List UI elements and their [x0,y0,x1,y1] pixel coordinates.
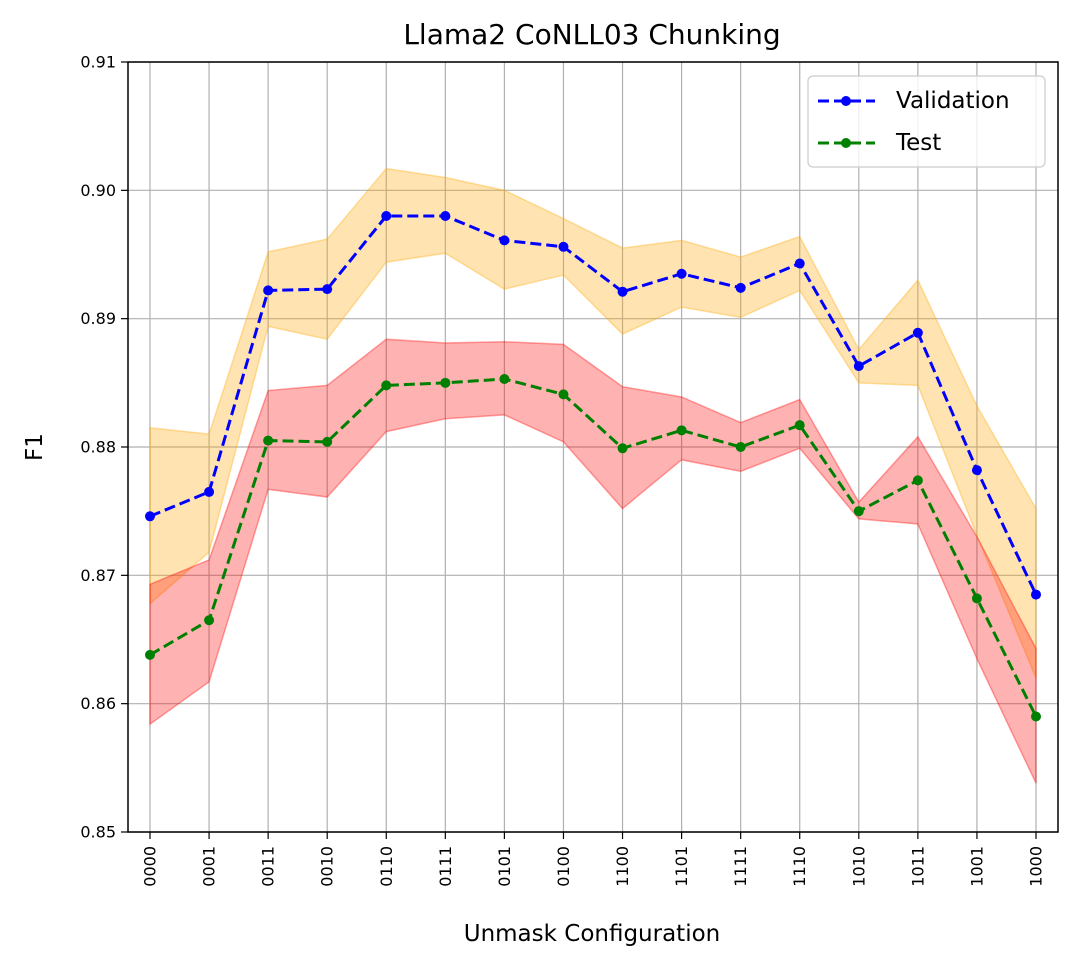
point-test-0000 [145,649,155,660]
x-tick-label: 1000 [1027,846,1046,887]
point-test-0110 [381,380,392,391]
legend-marker-validation [841,96,851,106]
legend-label-validation: Validation [896,88,1010,114]
x-tick-label: 0011 [259,846,278,887]
x-tick-label: 0010 [318,846,337,887]
point-test-0101 [499,373,510,384]
point-validation-1010 [853,361,864,372]
point-test-1101 [676,425,687,436]
point-validation-0101 [499,235,510,246]
point-test-1001 [971,593,982,604]
point-test-1011 [912,475,923,486]
point-validation-1111 [735,282,746,293]
point-validation-0100 [558,241,569,252]
legend-label-test: Test [895,130,941,156]
x-axis-ticks: 0000 0001 0011 0010 0110 0111 0101 0100 1100 1101… [141,832,1046,887]
point-test-1111 [735,442,746,452]
y-axis-ticks: 0.85 0.86 0.87 0.88 0.89 0.90 0.91 [80,53,128,842]
point-test-1110 [794,420,805,431]
series-line-validation [149,214,1038,596]
y-axis-label: F1 [22,433,48,461]
point-validation-0110 [381,211,392,221]
confidence-bands [149,167,1037,784]
x-tick-label: 0110 [377,846,396,887]
y-tick-label: 0.86 [80,694,116,713]
y-tick-label: 0.87 [80,566,116,585]
x-tick-label: 0100 [554,846,573,887]
point-validation-1110 [794,258,805,269]
band-validation [149,167,1037,679]
x-tick-label: 0101 [495,846,514,887]
point-validation-0111 [440,211,451,221]
point-test-0100 [558,389,569,400]
x-tick-label: 0001 [200,846,219,887]
point-test-0010 [322,436,333,447]
point-validation-0010 [322,284,333,295]
point-validation-1000 [1031,589,1041,600]
x-tick-label: 1111 [731,846,750,887]
x-tick-label: 0000 [141,846,160,887]
x-tick-label: 1011 [908,846,927,887]
chart-title: Llama2 CoNLL03 Chunking [403,18,780,51]
x-axis-label: Unmask Configuration [464,921,721,947]
point-validation-0001 [204,486,215,497]
point-validation-0000 [145,511,155,522]
point-test-0011 [263,435,274,446]
point-validation-1001 [971,465,982,476]
point-test-0001 [204,615,215,626]
point-validation-1100 [617,286,628,297]
series-points [145,211,1041,722]
series-line-test [149,377,1038,718]
point-validation-1101 [676,268,687,279]
legend-marker-test [841,138,851,148]
x-tick-label: 1100 [613,846,632,887]
legend: Validation Test [807,75,1046,168]
point-validation-1011 [912,327,923,338]
point-test-1010 [853,506,864,517]
y-tick-label: 0.89 [80,309,116,328]
x-tick-label: 1110 [790,846,809,887]
y-tick-label: 0.88 [80,438,116,457]
x-tick-label: 1010 [849,846,868,887]
y-tick-label: 0.91 [80,53,116,72]
point-test-1100 [617,443,628,454]
x-tick-label: 1101 [672,846,691,887]
point-test-0111 [440,377,451,388]
point-validation-0011 [263,285,274,296]
x-tick-label: 1001 [967,846,986,887]
point-test-1000 [1031,711,1041,722]
series-lines [149,214,1038,718]
y-tick-label: 0.85 [80,823,116,842]
band-test [149,338,1037,784]
y-tick-label: 0.90 [80,181,116,200]
x-tick-label: 0111 [436,846,455,887]
